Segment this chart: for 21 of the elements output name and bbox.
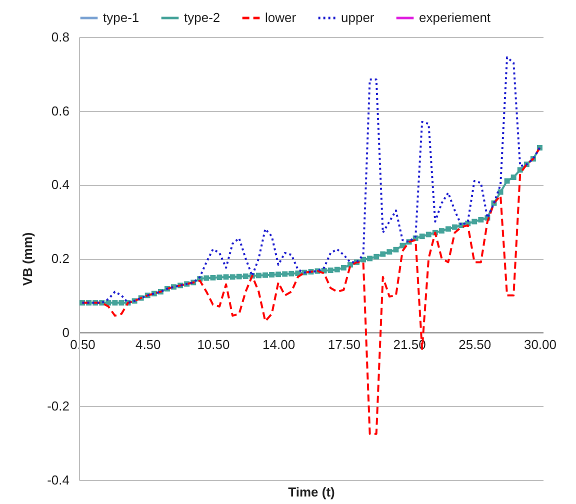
x-tick-label: 4.50 [135,336,161,352]
x-tick-label: 0.50 [70,336,96,352]
y-tick-label: 0.8 [51,30,70,44]
x-tick-label: 10.50 [197,336,230,352]
y-tick-label: -0.2 [47,398,70,414]
legend-label: upper [341,10,375,25]
legend-label: experiement [419,10,491,25]
y-tick-label: 0.6 [51,103,70,118]
y-tick-label: 0.4 [51,177,70,192]
y-tick-label: -0.4 [47,472,70,488]
y-axis-title: VB (mm) [20,232,36,286]
x-tick-label: 17.50 [328,336,360,352]
x-tick-label: 25.50 [458,336,492,352]
legend-label: lower [265,10,297,25]
legend-label: type-1 [103,10,140,25]
x-tick-label: 14.00 [262,336,296,352]
x-axis-title: Time (t) [288,484,335,500]
x-tick-label: 30.00 [524,336,557,352]
y-tick-label: 0 [62,324,70,340]
y-tick-label: 0.2 [51,251,70,266]
legend-label: type-2 [184,10,220,25]
